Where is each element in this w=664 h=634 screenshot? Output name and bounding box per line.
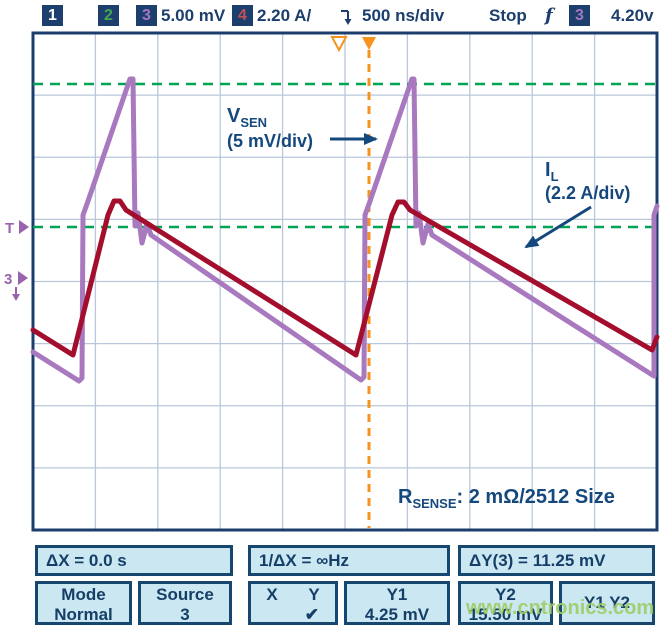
source-label: Source xyxy=(156,585,214,604)
y-option: Y xyxy=(308,585,320,604)
falling-edge-trigger-icon xyxy=(340,7,354,31)
cursor-source-softkey[interactable]: Source 3 xyxy=(138,581,232,625)
acquisition-status: Stop xyxy=(489,6,527,25)
rsense-annotation: RSENSE: 2 mΩ/2512 Size xyxy=(398,486,615,511)
graticule-border xyxy=(31,31,659,532)
channel-4-indicator[interactable]: 4 xyxy=(232,5,253,26)
channel-3-position-marker-arrow[interactable] xyxy=(18,271,28,285)
mode-label: Mode xyxy=(61,585,106,604)
scope-status-bar: 1 2 3 5.00 mV 4 2.20 A/ 500 ns/div Stop … xyxy=(0,0,664,30)
waveform-display: T3 VSEN(5 mV/div)IL(2.2 A/div)RSENSE: 2 … xyxy=(4,31,660,532)
y1y2-label: Y1 Y2 xyxy=(583,593,630,612)
il-annotation-name: IL xyxy=(545,159,559,184)
cursor-mode-softkey[interactable]: Mode Normal xyxy=(35,581,132,625)
xy-select-softkey[interactable]: X Y ✔ xyxy=(248,581,338,625)
channel-1-indicator[interactable]: 1 xyxy=(42,5,63,26)
channel-3-offscreen-arrowhead xyxy=(12,294,20,301)
timebase-readout: 500 ns/div xyxy=(362,6,445,25)
mode-value: Normal xyxy=(54,605,113,624)
vsen-trace xyxy=(30,76,660,384)
delta-y-readout: ΔY(3) = 11.25 mV xyxy=(458,545,655,576)
trigger-time-marker[interactable] xyxy=(330,36,348,53)
y2-value: 15.50 mV xyxy=(468,605,543,624)
il-trace xyxy=(30,198,660,358)
channel-2-indicator[interactable]: 2 xyxy=(98,5,119,26)
source-value: 3 xyxy=(180,605,190,624)
channel-3-scale: 5.00 mV xyxy=(161,6,226,25)
y1-cursor-softkey[interactable]: Y1 4.25 mV xyxy=(344,581,450,625)
il-pointer-arrow xyxy=(524,205,592,249)
inverse-delta-x-readout: 1/ΔX = ∞Hz xyxy=(248,545,450,576)
trace-annotations: VSEN(5 mV/div) IL(2.2 A/div) RSENSE: 2 mΩ/… xyxy=(227,105,630,511)
edge-markers: T3 xyxy=(4,220,29,301)
channel-4-scale: 2.20 A/ xyxy=(257,6,312,25)
y1-label: Y1 xyxy=(386,585,408,604)
trigger-source-indicator[interactable]: 3 xyxy=(569,5,590,26)
vsen-annotation-scale: (5 mV/div) xyxy=(227,131,313,151)
waveforms xyxy=(30,76,660,384)
trigger-type-symbol: f xyxy=(545,5,553,26)
y1-value: 4.25 mV xyxy=(364,605,430,624)
trigger-level-marker-label: T xyxy=(5,220,14,237)
vsen-annotation-name: VSEN xyxy=(227,105,267,130)
trigger-level-readout: 4.20v xyxy=(611,6,654,25)
channel-3-position-marker-label: 3 xyxy=(4,271,12,288)
graticule xyxy=(31,31,659,532)
delta-x-readout: ΔX = 0.0 s xyxy=(35,545,233,576)
x-cursor-handle[interactable] xyxy=(362,37,376,50)
channel-3-indicator[interactable]: 3 xyxy=(136,5,157,26)
y-selected-checkmark: ✔ xyxy=(304,605,319,624)
il-annotation-scale: (2.2 A/div) xyxy=(545,183,630,203)
x-option: X xyxy=(266,585,278,604)
y2-cursor-softkey[interactable]: Y2 15.50 mV xyxy=(458,581,553,625)
y2-label: Y2 xyxy=(495,585,516,604)
y1y2-link-softkey[interactable]: Y1 Y2 xyxy=(559,581,655,625)
trigger-level-marker-arrow[interactable] xyxy=(19,220,29,234)
